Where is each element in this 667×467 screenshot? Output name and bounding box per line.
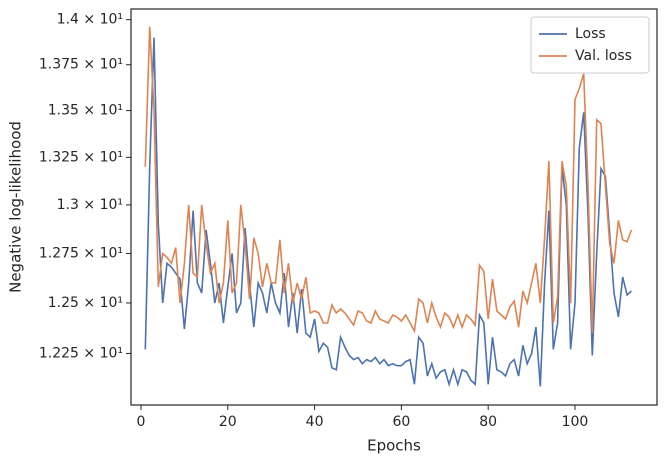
y-tick-label: 1.325 × 10¹ [39,149,123,165]
legend-label: Val. loss [575,48,632,64]
y-tick-label: 1.25 × 10¹ [48,295,123,311]
line-series [144,26,633,334]
x-tick-label: 0 [137,414,146,430]
y-tick-label: 1.3 × 10¹ [57,197,123,213]
y-tick-label: 1.35 × 10¹ [48,103,123,119]
y-tick-label: 1.375 × 10¹ [39,57,123,73]
legend-label: Loss [575,26,606,42]
x-tick-label: 40 [306,414,324,430]
plot-frame [130,8,658,406]
x-tick-label: 20 [219,414,237,430]
x-axis-label: Epochs [367,437,421,455]
legend-box [530,16,650,74]
y-axis-label: Negative log-likelihood [7,121,25,293]
x-tick-label: 80 [479,414,497,430]
x-tick-label: 100 [562,414,589,430]
line-series [144,37,632,388]
y-tick-label: 1.225 × 10¹ [39,345,123,361]
y-tick-label: 1.4 × 10¹ [57,12,123,28]
y-tick-label: 1.275 × 10¹ [39,245,123,261]
x-tick-label: 60 [392,414,410,430]
